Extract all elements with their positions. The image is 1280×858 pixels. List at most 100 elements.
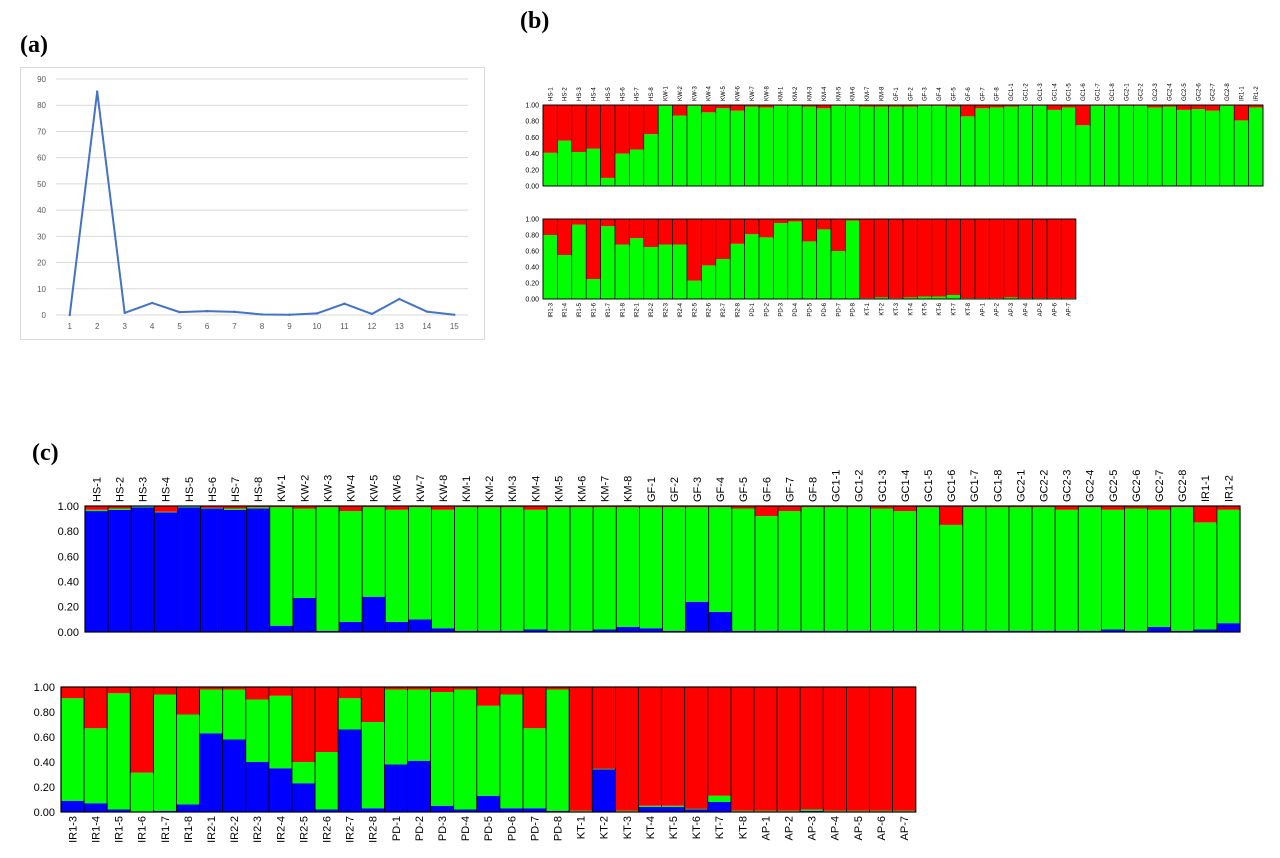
bar-segment-green — [269, 507, 293, 626]
bar-segment-green — [615, 810, 639, 812]
bar-segment-blue — [176, 804, 200, 812]
category-label: GC1-4 — [900, 470, 912, 502]
category-label: GF-8 — [808, 477, 820, 502]
bar-segment-green — [245, 699, 269, 762]
bar-segment-blue — [131, 507, 155, 632]
y-tick-label: 70 — [37, 127, 46, 136]
x-tick-label: 3 — [122, 322, 127, 331]
y-tick-label: 0.40 — [525, 264, 539, 271]
y-tick-label: 0.40 — [525, 151, 539, 158]
bar-segment-green — [672, 244, 687, 299]
category-label: AP-3 — [1009, 302, 1015, 316]
bar-segment-green — [893, 511, 917, 631]
bar-segment-red — [802, 219, 817, 242]
bar-segment-red — [1124, 506, 1148, 509]
bar-segment-blue — [1101, 629, 1125, 632]
category-label: HS-7 — [230, 477, 242, 502]
category-label: GC1-5 — [1067, 83, 1073, 101]
category-label: GC2-5 — [1108, 470, 1120, 502]
x-tick-label: 13 — [395, 322, 404, 331]
bar-segment-blue — [523, 629, 547, 632]
bar-segment-blue — [1032, 630, 1056, 632]
bar-segment-green — [847, 507, 871, 631]
bar-segment-green — [816, 229, 831, 299]
category-label: IR2-7 — [721, 302, 727, 317]
bar-segment-green — [754, 516, 778, 631]
bar-segment-blue — [1078, 630, 1102, 632]
bar-segment-blue — [684, 809, 708, 812]
category-label: IR1-3 — [67, 816, 79, 843]
bar-segment-red — [500, 506, 524, 508]
y-tick-label: 60 — [37, 154, 46, 163]
category-label: HS-7 — [635, 87, 641, 101]
bar-segment-green — [1032, 507, 1056, 631]
bar-segment-green — [962, 507, 986, 631]
bar-segment-red — [292, 506, 316, 509]
bar-segment-red — [960, 219, 975, 299]
category-label: GC1-4 — [1052, 83, 1058, 101]
bar-segment-green — [773, 105, 788, 186]
bar-segment-red — [892, 687, 916, 811]
bar-segment-green — [1003, 297, 1019, 299]
category-label: GC1-8 — [992, 470, 1004, 502]
bar-segment-red — [339, 506, 363, 512]
bar-segment-red — [499, 687, 523, 695]
category-label: IR2-6 — [707, 302, 713, 317]
bar-segment-green — [107, 693, 131, 810]
category-label: KT-7 — [714, 816, 726, 839]
category-label: KM-5 — [836, 86, 842, 101]
data-point — [150, 301, 154, 305]
bar-segment-red — [824, 506, 848, 508]
bar-segment-green — [600, 226, 615, 299]
bar-segment-green — [1193, 522, 1217, 630]
y-tick-label: 0.60 — [525, 248, 539, 255]
category-label: KM-2 — [793, 86, 799, 101]
bar-segment-red — [931, 219, 947, 297]
y-tick-label: 80 — [37, 101, 46, 110]
bar-segment-red — [1176, 105, 1191, 110]
y-tick-label: 20 — [37, 259, 46, 268]
bar-segment-green — [687, 105, 702, 186]
bar-segment-green — [523, 509, 547, 630]
bar-segment-green — [1124, 508, 1148, 631]
bar-segment-red — [547, 506, 571, 508]
bar-segment-green — [787, 105, 803, 186]
bar-segment-red — [1162, 105, 1177, 107]
bar-segment-red — [731, 506, 755, 509]
bar-segment-green — [222, 689, 246, 740]
category-label: KW-4 — [346, 475, 358, 502]
bar-segment-green — [1009, 507, 1033, 631]
bar-segment-green — [615, 153, 630, 186]
bar-segment-green — [361, 722, 385, 809]
category-label: GF-3 — [923, 87, 929, 101]
y-tick-label: 0.80 — [525, 232, 539, 239]
category-label: IR2-3 — [252, 816, 264, 843]
category-label: GC2-2 — [1039, 470, 1051, 502]
bar-segment-green — [946, 106, 961, 186]
bar-segment-red — [701, 219, 716, 266]
data-point — [315, 312, 319, 315]
bar-segment-green — [985, 507, 1009, 631]
category-label: AP-1 — [980, 302, 986, 316]
category-label: KT-5 — [668, 816, 680, 839]
bar-segment-red — [816, 219, 831, 230]
bar-segment-blue — [431, 628, 455, 632]
bar-segment-red — [684, 687, 708, 809]
category-label: KM-3 — [507, 476, 519, 502]
bar-segment-blue — [499, 808, 523, 812]
bar-segment-red — [454, 506, 478, 508]
bar-segment-red — [639, 506, 663, 508]
bar-segment-green — [715, 259, 731, 299]
category-label: GC1-1 — [1009, 83, 1015, 101]
y-tick-label: 0.60 — [34, 732, 55, 744]
bar-segment-blue — [592, 769, 616, 812]
category-label: GC2-5 — [1182, 83, 1188, 101]
bar-segment-green — [715, 108, 731, 186]
bar-segment-red — [946, 105, 961, 107]
data-point — [178, 310, 181, 314]
category-label: IR2-7 — [345, 816, 357, 843]
bar-segment-green — [916, 507, 940, 631]
plot-frame — [84, 505, 1241, 633]
bar-segment-red — [1009, 506, 1033, 508]
bar-segment-red — [823, 687, 847, 811]
